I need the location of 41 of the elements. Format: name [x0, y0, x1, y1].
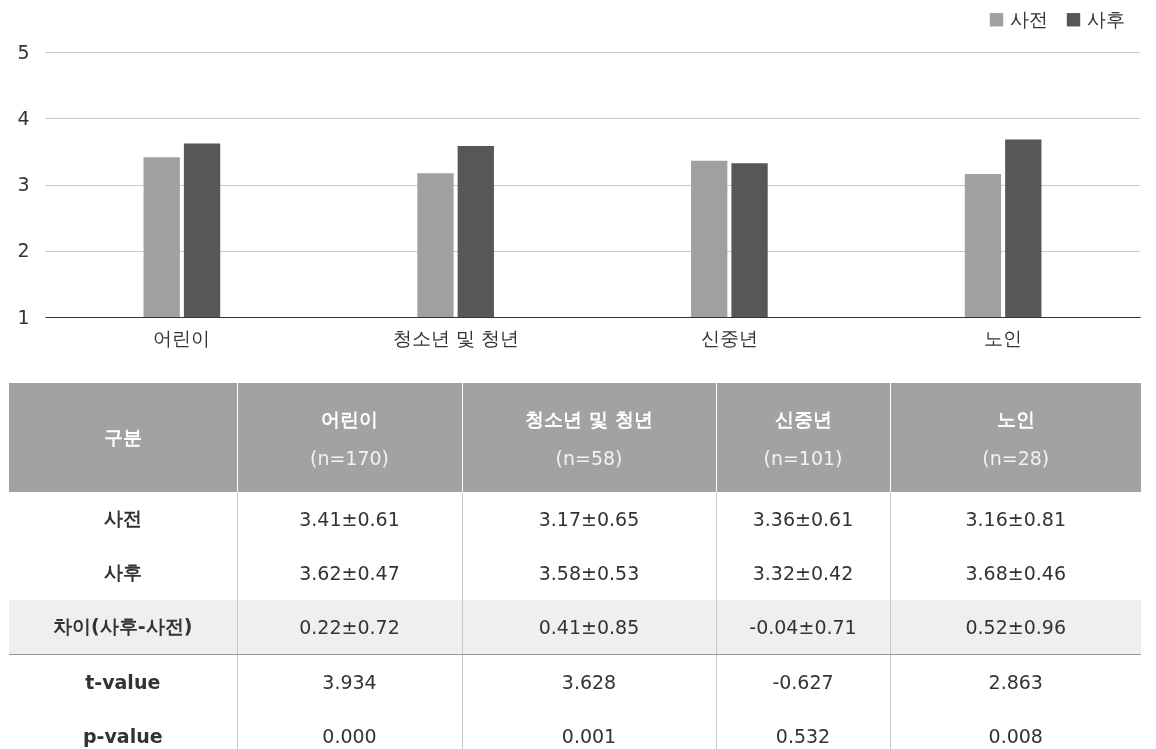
- text: 구분: [9, 383, 237, 492]
- legend-label: 사후: [1087, 7, 1125, 30]
- text: 3.58±0.53: [538, 562, 640, 584]
- text: 2.863: [988, 671, 1043, 693]
- text: 3.36±0.61: [752, 508, 854, 530]
- category-label: p-value: [82, 725, 163, 747]
- category-label: 청소년 및 청년 (n=58): [524, 407, 654, 469]
- category-label: 사후: [103, 561, 142, 583]
- text: -0.04±0.71: [749, 616, 857, 638]
- text: 0.41±0.85: [538, 616, 640, 638]
- text: 0.000: [322, 725, 377, 747]
- y-tick-label: 1: [17, 305, 30, 328]
- category-label: 어린이 (n=170): [308, 407, 391, 469]
- text: 3.628: [561, 671, 617, 693]
- x-tick-label: 노인: [984, 326, 1023, 349]
- text: 3.16±0.81: [965, 508, 1067, 530]
- text: 3.68±0.46: [965, 562, 1067, 584]
- text: 3.17±0.65: [538, 508, 640, 530]
- category-label: t-value: [85, 671, 161, 693]
- text: 0.001: [561, 725, 617, 747]
- text: -0.627: [772, 671, 834, 693]
- text: 3.41±0.61: [299, 508, 400, 530]
- y-tick-label: 3: [17, 173, 30, 195]
- text: 0.532: [775, 725, 831, 747]
- text: 3.32±0.42: [752, 562, 854, 584]
- y-tick-label: 4: [17, 106, 30, 129]
- category-label: 노인 (n=28): [981, 407, 1051, 469]
- text: 3.62±0.47: [299, 562, 400, 584]
- x-tick-label: 어린이: [153, 326, 211, 349]
- category-label: 신중년 (n=101): [762, 407, 844, 469]
- legend-label: 사전: [1010, 7, 1048, 30]
- text: 0.22±0.72: [299, 616, 400, 638]
- y-tick-label: 5: [17, 40, 30, 63]
- y-tick-label: 2: [17, 239, 30, 262]
- category-label: 차이(사후-사전): [53, 615, 193, 637]
- text: 3.934: [322, 671, 377, 693]
- x-tick-label: 청소년 및 청년: [392, 326, 519, 349]
- x-tick-label: 신중년: [700, 326, 758, 349]
- text: 0.008: [988, 725, 1043, 747]
- text: 0.52±0.96: [965, 616, 1067, 638]
- category-label: 사전: [103, 507, 142, 529]
